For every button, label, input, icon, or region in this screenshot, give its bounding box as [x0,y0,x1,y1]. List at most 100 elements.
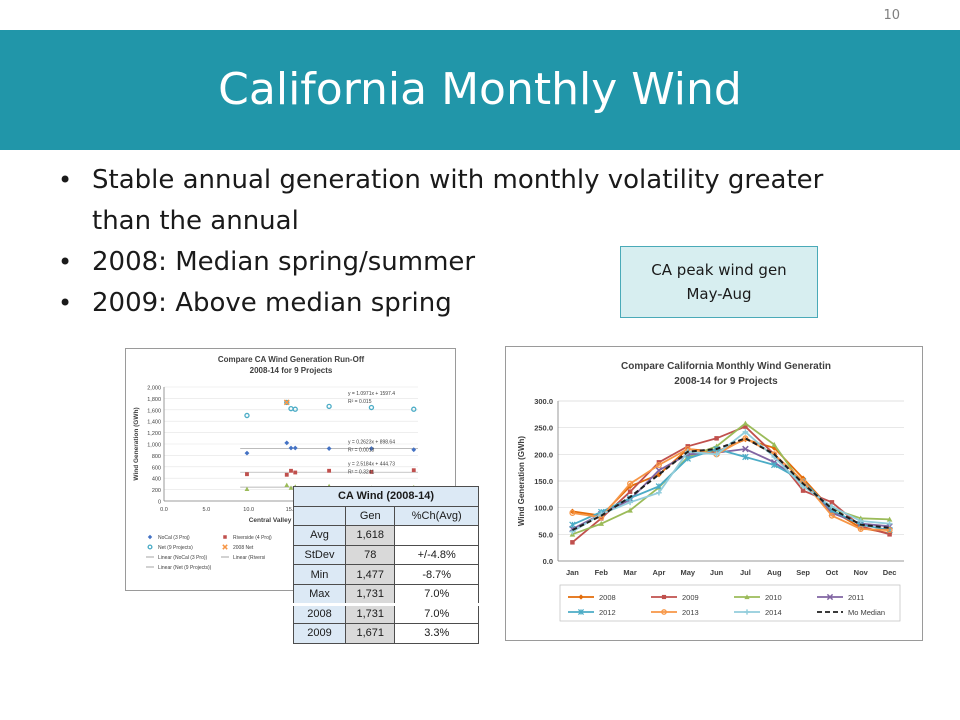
data-point [743,424,748,429]
data-point [284,472,289,477]
data-point [714,436,719,441]
data-point [857,518,864,524]
data-point [828,512,835,519]
pct-cell: 7.0% [394,602,479,625]
title-band: California Monthly Wind [0,30,960,150]
x-tick-label: 15.0 [286,507,297,513]
x-tick-label: Jan [566,568,579,577]
series-line [572,448,890,531]
gen-cell: 1,731 [344,583,396,605]
legend-label: 2012 [599,608,616,617]
legend-label: 2011 [848,593,864,602]
legend-label: Mo Median [848,608,885,617]
table-header-cell: Gen [344,505,396,527]
data-point [771,441,778,447]
chart-title: Compare CA Wind Generation Run-Off [218,355,365,364]
series-line [571,437,890,531]
data-point [655,461,662,469]
data-point [627,489,633,494]
row-label: StDev [293,544,346,566]
table-caption: CA Wind (2008-14) [293,486,479,507]
row-label: Avg [293,525,346,546]
chart-title: Compare California Monthly Wind Generati… [621,361,831,372]
legend-label: 2009 [682,593,699,602]
table-row: Avg 1,618 [293,525,479,546]
table-row: 2008 1,731 7.0% [293,602,479,625]
x-tick-label: Nov [854,568,869,577]
data-point [569,508,576,515]
series-line [571,425,890,543]
legend-label: 2010 [765,593,782,602]
y-tick-label: 0.0 [543,557,553,566]
x-tick-label: Sep [796,568,810,577]
series-line [572,437,890,531]
data-point [284,440,290,446]
data-point [326,446,332,451]
data-point [742,453,749,461]
page-number: 10 [883,8,900,23]
trendline-equation: y = 1.0971x + 1597.4 [348,391,395,397]
data-point [244,486,250,491]
y-tick-label: 1,400 [147,420,161,426]
data-point [742,429,749,435]
gen-cell: 1,477 [344,564,396,585]
legend-marker [744,594,750,600]
data-point [245,472,249,477]
table-header-cell: %Ch(Avg) [394,505,479,527]
trendline-equation: y = 2.5184x + 444.73 [348,462,395,468]
chart-subtitle: 2008-14 for 9 Projects [674,376,778,387]
legend-label: Linear (Net (9 Projects)) [158,565,212,571]
table-row: 2009 1,671 3.3% [293,623,479,644]
y-tick-label: 150.0 [534,477,553,486]
data-point [327,468,332,473]
y-tick-label: 1,200 [147,431,161,437]
data-point [244,450,250,456]
data-point [292,445,298,451]
table-row: Max 1,731 7.0% [293,583,479,605]
trendline-equation: y = 0.2623x + 898.64 [348,439,395,445]
data-point [656,471,662,478]
data-point [684,455,691,462]
y-axis-label: Wind Generation (GWh) [517,436,526,526]
gen-cell: 1,671 [344,623,396,644]
data-point [569,509,576,517]
data-point [368,404,375,411]
legend-marker [744,609,750,615]
data-point [656,489,662,496]
bullet-item: 2008: Median spring/summer [58,242,848,283]
chart-subtitle: 2008-14 for 9 Projects [250,366,333,375]
legend-swatch [147,534,153,540]
y-tick-label: 50.0 [538,530,553,539]
x-tick-label: Oct [826,568,839,577]
data-point [598,520,605,526]
data-point [742,420,749,426]
x-tick-label: Jul [740,568,751,577]
legend-label: Linear (NoCal (3 Pro)) [158,555,208,561]
data-point [284,482,290,487]
y-tick-label: 1,600 [147,408,161,414]
data-point [599,516,604,521]
x-tick-label: Aug [767,568,782,577]
table-row: Min 1,477 -8.7% [293,564,479,585]
legend-marker [661,594,667,600]
legend-label: 2014 [765,608,782,617]
stats-table: CA Wind (2008-14) Gen %Ch(Avg) Avg 1,618… [293,486,479,644]
data-point [411,406,417,412]
bullet-item: Stable annual generation with monthly vo… [58,160,848,242]
data-point [713,451,720,458]
gen-cell: 1,618 [344,525,396,546]
data-point [886,520,893,527]
y-tick-label: 800 [152,454,161,460]
legend-swatch [223,535,227,539]
series-line [571,448,890,530]
data-point [742,435,749,442]
x-tick-label: Feb [595,568,609,577]
data-point [411,468,416,473]
data-point [829,503,835,510]
y-tick-label: 0 [158,500,161,506]
trendline-r2: R² = 0.0018 [348,447,374,453]
callout-line: May-Aug [686,285,752,303]
data-point [569,521,576,528]
pct-cell: -8.7% [394,564,479,585]
table-header-cell [293,505,346,527]
